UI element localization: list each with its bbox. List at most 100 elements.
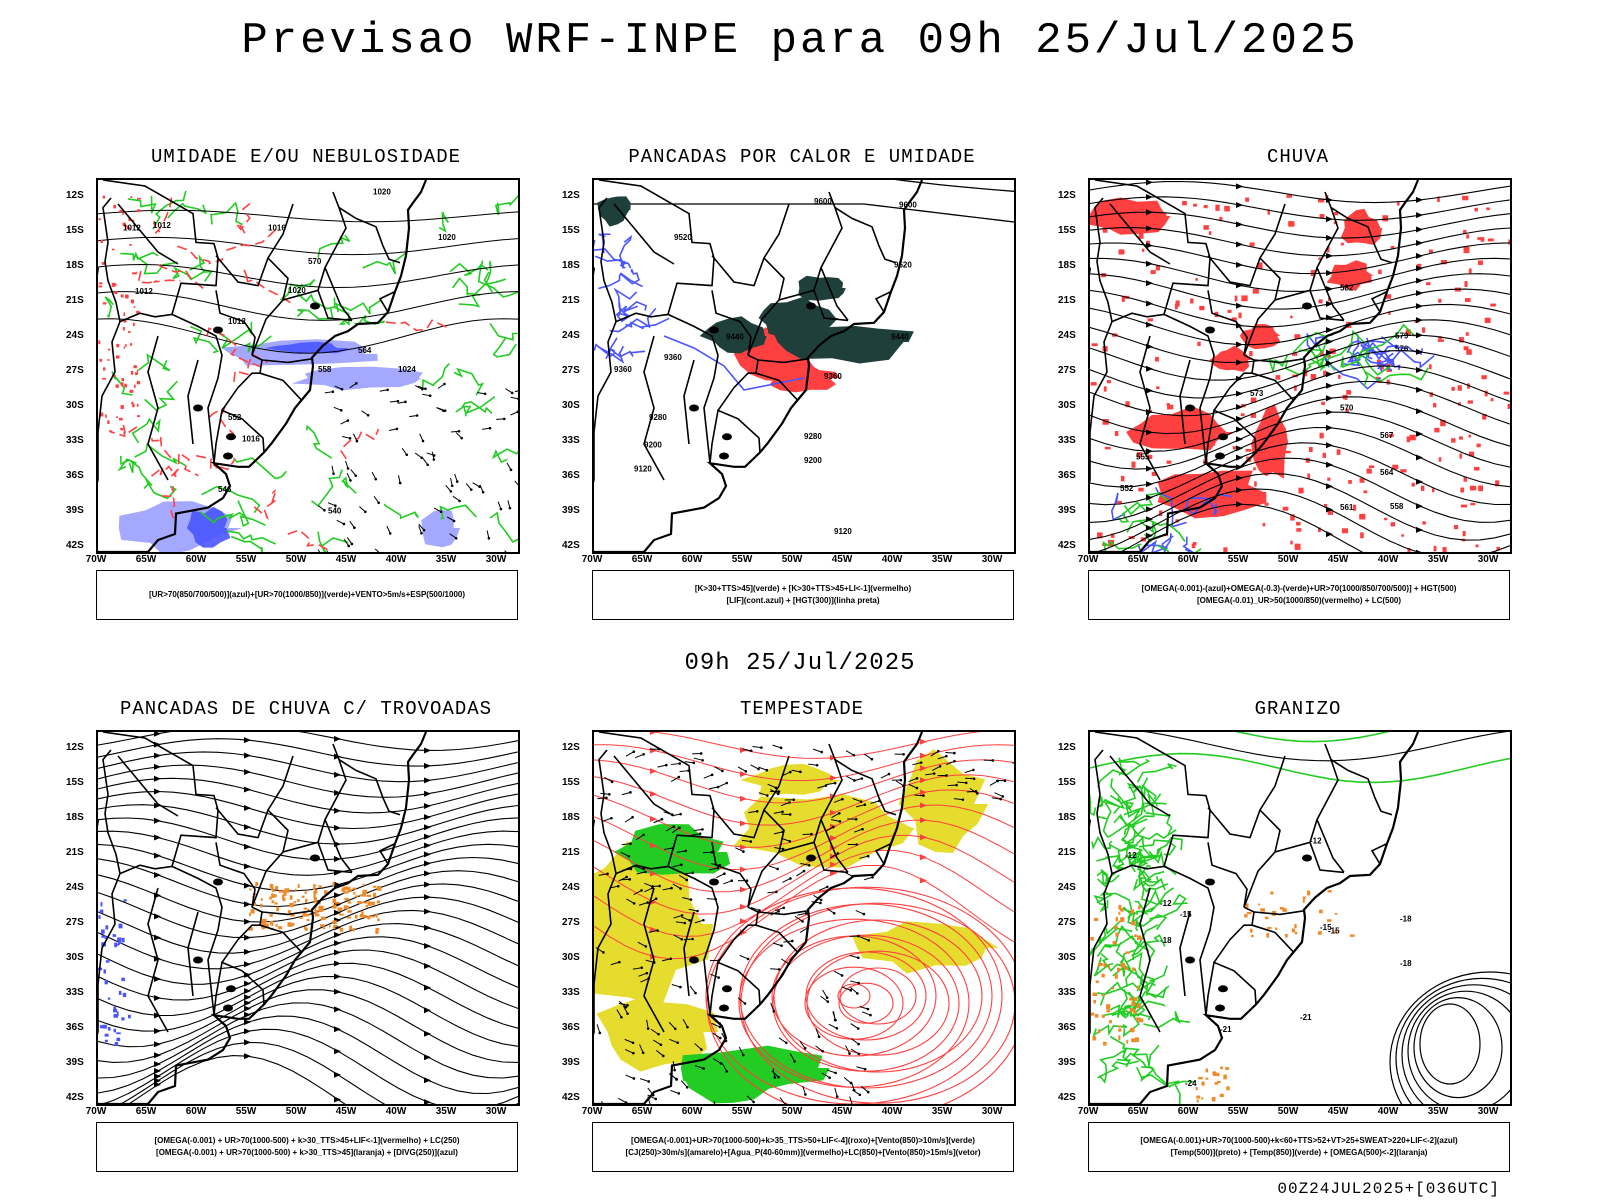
longitude-tick-label: 35W <box>435 554 457 565</box>
latitude-tick-label: 18S <box>66 260 84 271</box>
longitude-tick-label: 60W <box>681 554 703 565</box>
longitude-tick-label: 30W <box>485 1106 507 1117</box>
map-panel-tempestade <box>592 730 1016 1106</box>
latitude-tick-label: 39S <box>66 1057 84 1068</box>
longitude-tick-label: 45W <box>831 1106 853 1117</box>
latitude-tick-label: 33S <box>1058 435 1076 446</box>
contour-label: 1020 <box>438 233 456 242</box>
contour-label: 1012 <box>228 317 246 326</box>
latitude-tick-label: 15S <box>1058 225 1076 236</box>
longitude-tick-label: 35W <box>1427 1106 1449 1117</box>
latitude-tick-label: 15S <box>562 777 580 788</box>
panel-legend: [K>30+TTS>45](verde) + [K>30+TTS>45+LI<-… <box>592 570 1014 620</box>
panel-title: PANCADAS POR CALOR E UMIDADE <box>628 146 976 168</box>
longitude-tick-label: 40W <box>1377 554 1399 565</box>
latitude-tick-label: 39S <box>1058 505 1076 516</box>
longitude-tick-label: 60W <box>1177 554 1199 565</box>
contour-label: 552 <box>1120 484 1134 493</box>
panel-legend: [OMEGA(-0.001)+UR>70(1000-500)+k>35_TTS>… <box>592 1122 1014 1172</box>
panel-title: GRANIZO <box>1254 698 1342 720</box>
contour-label: 555 <box>1136 453 1150 462</box>
contour-label: 564 <box>1380 468 1394 477</box>
legend-line: [K>30+TTS>45](verde) + [K>30+TTS>45+LI<-… <box>694 584 912 593</box>
legend-line: [Temp(500)](preto) + [Temp(850)](verde) … <box>1170 1148 1428 1157</box>
latitude-tick-label: 24S <box>562 882 580 893</box>
longitude-tick-label: 55W <box>731 1106 753 1117</box>
latitude-tick-label: 21S <box>66 847 84 858</box>
longitude-tick-label: 50W <box>781 554 803 565</box>
longitude-tick-label: 40W <box>1377 1106 1399 1117</box>
longitude-tick-label: 50W <box>1277 554 1299 565</box>
panel-legend: [OMEGA(-0.001) + UR>70(1000-500) + k>30_… <box>96 1122 518 1172</box>
contour-label: 540 <box>328 507 342 516</box>
legend-line: [LIF](cont.azul) + [HGT(300)](linha pret… <box>726 596 880 605</box>
latitude-tick-label: 21S <box>1058 295 1076 306</box>
latitude-tick-label: 24S <box>66 882 84 893</box>
contour-label: -18 <box>1160 936 1172 945</box>
contour-label: 9520 <box>894 261 912 270</box>
contour-label: 9360 <box>824 372 842 381</box>
latitude-tick-label: 30S <box>66 952 84 963</box>
latitude-tick-label: 15S <box>1058 777 1076 788</box>
latitude-tick-label: 39S <box>562 505 580 516</box>
contour-label: 561 <box>1340 503 1354 512</box>
latitude-tick-label: 30S <box>1058 952 1076 963</box>
longitude-tick-label: 40W <box>385 1106 407 1117</box>
latitude-tick-label: 42S <box>562 1092 580 1103</box>
contour-label: -21 <box>1220 1025 1232 1034</box>
longitude-tick-label: 45W <box>335 1106 357 1117</box>
contour-label: 9520 <box>674 233 692 242</box>
latitude-tick-label: 39S <box>562 1057 580 1068</box>
latitude-tick-label: 39S <box>66 505 84 516</box>
contour-label: 546 <box>218 485 232 494</box>
contour-label: -15 <box>1180 910 1192 919</box>
contour-label: 9440 <box>726 333 744 342</box>
legend-line: [UR>70(850/700/500)](azul)+[UR>70(1000/8… <box>148 590 466 599</box>
model-run-label: 00Z24JUL2025+[036UTC] <box>1277 1180 1500 1198</box>
contour-label: 9440 <box>891 333 909 342</box>
contour-label: -21 <box>1300 1013 1312 1022</box>
contour-label: 1020 <box>288 286 306 295</box>
contour-label: 9200 <box>804 456 822 465</box>
latitude-tick-label: 27S <box>66 917 84 928</box>
longitude-tick-label: 45W <box>1327 554 1349 565</box>
latitude-tick-label: 21S <box>562 295 580 306</box>
longitude-tick-label: 30W <box>485 554 507 565</box>
contour-label: 552 <box>228 413 242 422</box>
longitude-tick-label: 70W <box>85 1106 107 1117</box>
longitude-tick-label: 60W <box>185 1106 207 1117</box>
contour-label: 9120 <box>634 465 652 474</box>
latitude-tick-label: 42S <box>562 540 580 551</box>
longitude-tick-label: 55W <box>235 1106 257 1117</box>
contour-label: 564 <box>358 346 372 355</box>
latitude-tick-label: 33S <box>66 435 84 446</box>
latitude-tick-label: 36S <box>562 1022 580 1033</box>
longitude-tick-label: 65W <box>1127 554 1149 565</box>
latitude-tick-label: 18S <box>1058 260 1076 271</box>
legend-line: [OMEGA(-0.001) + UR>70(1000-500) + k>30_… <box>154 1136 460 1145</box>
latitude-tick-label: 33S <box>1058 987 1076 998</box>
contour-label: 573 <box>1250 389 1264 398</box>
latitude-tick-label: 18S <box>66 812 84 823</box>
longitude-tick-label: 40W <box>881 554 903 565</box>
legend-line: [OMEGA(-0.001)+UR>70(1000-500)+k<60+TTS>… <box>1140 1136 1458 1145</box>
latitude-tick-label: 27S <box>562 365 580 376</box>
contour-label: 1012 <box>135 287 153 296</box>
contour-label: 9280 <box>804 432 822 441</box>
longitude-tick-label: 30W <box>1477 554 1499 565</box>
longitude-tick-label: 35W <box>1427 554 1449 565</box>
latitude-tick-label: 21S <box>66 295 84 306</box>
longitude-tick-label: 65W <box>135 1106 157 1117</box>
map-panel-umidade: 1012 1012 1016 1020 1020 1020 1024 1012 1016 570 5… <box>96 178 520 554</box>
panel-title: CHUVA <box>1266 146 1329 168</box>
contour-label: -12 <box>1160 899 1172 908</box>
latitude-tick-label: 42S <box>66 540 84 551</box>
latitude-tick-label: 27S <box>1058 917 1076 928</box>
longitude-tick-label: 30W <box>981 1106 1003 1117</box>
latitude-tick-label: 18S <box>562 260 580 271</box>
longitude-tick-label: 70W <box>1077 1106 1099 1117</box>
latitude-tick-label: 30S <box>562 400 580 411</box>
contour-label: 567 <box>1380 431 1394 440</box>
longitude-tick-label: 50W <box>285 554 307 565</box>
latitude-tick-label: 12S <box>562 190 580 201</box>
